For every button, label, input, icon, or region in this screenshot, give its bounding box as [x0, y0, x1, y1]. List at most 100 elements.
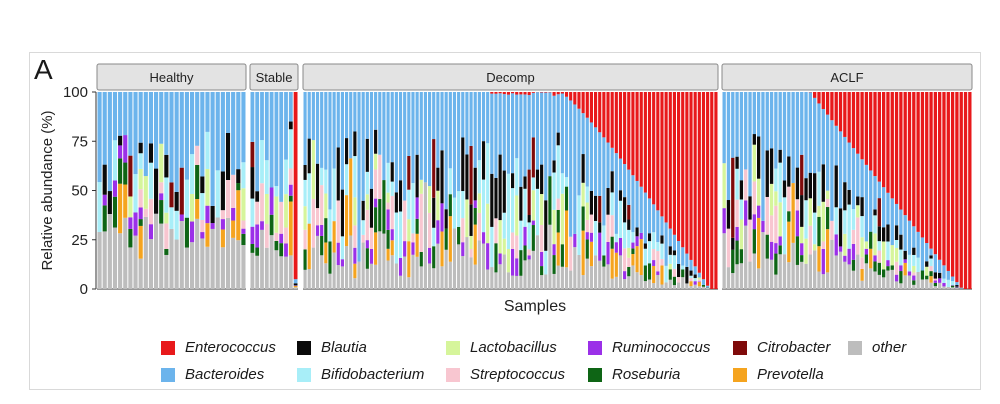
bar-segment: [556, 232, 560, 266]
bar-segment: [569, 236, 573, 271]
bar-segment: [660, 265, 664, 285]
bar-segment: [552, 209, 556, 245]
bar-segment: [847, 248, 851, 265]
bar-segment: [706, 288, 710, 289]
bar-segment: [791, 242, 795, 289]
bar-segment: [164, 223, 169, 250]
bar-segment: [428, 247, 432, 264]
bar-segment: [506, 92, 510, 95]
bar-segment: [519, 92, 523, 95]
bar-segment: [506, 249, 510, 273]
bar-segment: [531, 250, 535, 289]
bar-segment: [782, 180, 787, 198]
bar-segment: [894, 281, 899, 289]
bar-segment: [469, 204, 473, 236]
bar-segment: [260, 229, 264, 289]
bar-segment: [817, 171, 821, 206]
bar-segment: [407, 219, 411, 242]
bar-segment: [394, 92, 398, 193]
bar-segment: [236, 169, 241, 184]
bar-segment: [432, 246, 436, 269]
bar-segment: [461, 137, 465, 192]
bar-segment: [774, 191, 778, 206]
bar-segment: [756, 217, 761, 269]
bar-segment: [602, 266, 606, 289]
bar-segment: [647, 198, 652, 234]
bar-segment: [440, 92, 444, 151]
bar-segment: [138, 219, 143, 226]
bar-segment: [527, 249, 531, 256]
bar-segment: [860, 280, 864, 289]
bar-segment: [639, 232, 643, 240]
bar-segment: [231, 174, 236, 208]
bar-segment: [374, 92, 378, 130]
bar-segment: [490, 173, 494, 227]
bar-segment: [886, 224, 890, 242]
bar-segment: [128, 196, 133, 218]
bar-segment: [731, 157, 735, 238]
bar-segment: [647, 92, 652, 199]
bar-segment: [515, 195, 519, 236]
bar-segment: [369, 263, 374, 289]
bar-segment: [138, 225, 143, 259]
bar-segment: [102, 164, 107, 195]
bar-segment: [706, 287, 710, 289]
bar-segment: [189, 154, 195, 194]
bar-segment: [697, 277, 701, 280]
bar-segment: [933, 92, 938, 255]
bar-segment: [899, 249, 903, 266]
bar-segment: [210, 205, 215, 224]
bar-segment: [825, 198, 830, 208]
bar-segment: [825, 92, 830, 115]
bar-segment: [581, 154, 585, 183]
bar-segment: [535, 92, 540, 170]
bar-segment: [415, 154, 419, 198]
bar-segment: [411, 233, 415, 243]
bar-segment: [610, 171, 614, 193]
bar-segment: [328, 273, 332, 289]
bar-segment: [102, 92, 107, 165]
bar-segment: [813, 244, 817, 251]
bar-segment: [159, 200, 164, 224]
bar-segment: [627, 219, 631, 230]
bar-segment: [925, 275, 929, 280]
bar-segment: [560, 193, 564, 245]
bar-segment: [631, 175, 635, 233]
bar-segment: [349, 235, 353, 289]
bar-segment: [652, 265, 656, 284]
bar-segment: [428, 186, 432, 213]
bar-segment: [340, 92, 344, 190]
bar-segment: [623, 248, 627, 272]
bar-segment: [752, 181, 756, 215]
bar-segment: [968, 92, 972, 289]
bar-segment: [689, 275, 693, 279]
bar-segment: [97, 92, 102, 183]
bar-segment: [726, 92, 731, 201]
bar-segment: [452, 92, 457, 198]
bar-segment: [916, 272, 920, 289]
bar-segment: [473, 207, 477, 225]
bar-segment: [821, 201, 825, 242]
bar-segment: [873, 255, 877, 262]
bar-segment: [444, 228, 448, 250]
bar-segment: [894, 240, 899, 249]
bar-segment: [903, 250, 907, 260]
bar-segment: [929, 282, 933, 289]
bar-segment: [706, 285, 710, 288]
bar-segment: [369, 249, 374, 264]
bar-segment: [851, 229, 856, 244]
bar-segment: [912, 226, 916, 248]
bar-segment: [925, 266, 929, 276]
bar-segment: [938, 282, 942, 289]
bar-segment: [349, 92, 353, 159]
bar-segment: [689, 281, 693, 287]
bar-segment: [288, 195, 293, 202]
bar-segment: [890, 245, 894, 266]
bar-segment: [143, 92, 148, 177]
bar-segment: [398, 92, 403, 181]
bar-segment: [778, 254, 782, 289]
bar-segment: [577, 108, 581, 196]
bar-segment: [159, 143, 164, 183]
bar-segment: [279, 201, 284, 234]
bar-segment: [652, 260, 656, 266]
